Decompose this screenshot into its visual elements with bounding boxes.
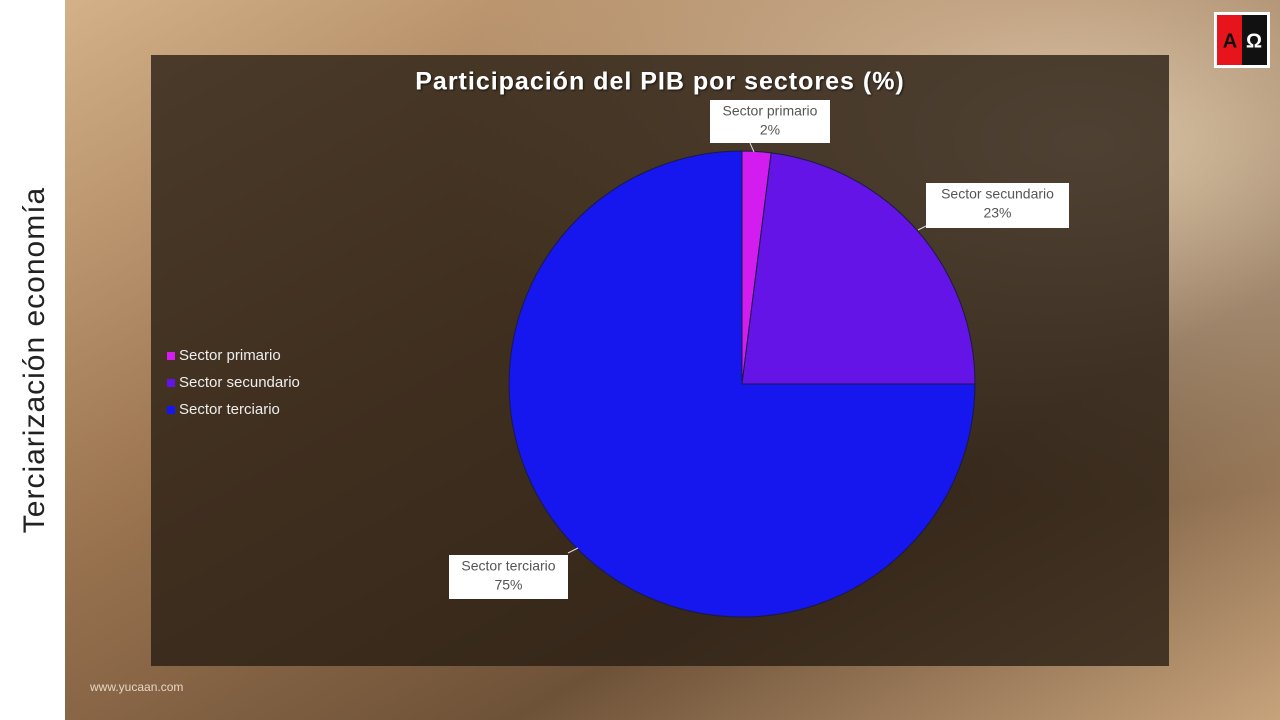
pie-slice [741,152,976,385]
data-label-name: Sector terciario [461,558,555,574]
legend-label: Sector primario [179,347,281,364]
data-label-value: 75% [494,577,522,593]
logo-right [1242,15,1267,65]
data-label-name: Sector primario [723,103,818,119]
legend-swatch [167,406,175,414]
logo-left [1217,15,1242,65]
slide-title: Terciarización economía [18,187,51,533]
data-label-name: Sector secundario [941,186,1054,202]
data-label-box [710,100,830,143]
data-label-value: 23% [983,205,1011,221]
leader-line [917,225,927,231]
data-label-box [926,183,1069,228]
data-label-value: 2% [760,122,780,138]
legend-label: Sector terciario [179,401,280,418]
data-label-box [449,555,568,599]
logo-omega: Ω [1246,30,1262,52]
logo-a: A [1223,30,1237,52]
leader-line [749,142,755,153]
legend-label: Sector secundario [179,374,300,391]
legend-swatch [167,352,175,360]
legend-swatch [167,379,175,387]
footer: www.yucaan.com [89,680,183,694]
side-strip [0,0,65,720]
leader-line [567,547,579,554]
chart-title: Participación del PIB por sectores (%) [415,68,905,96]
